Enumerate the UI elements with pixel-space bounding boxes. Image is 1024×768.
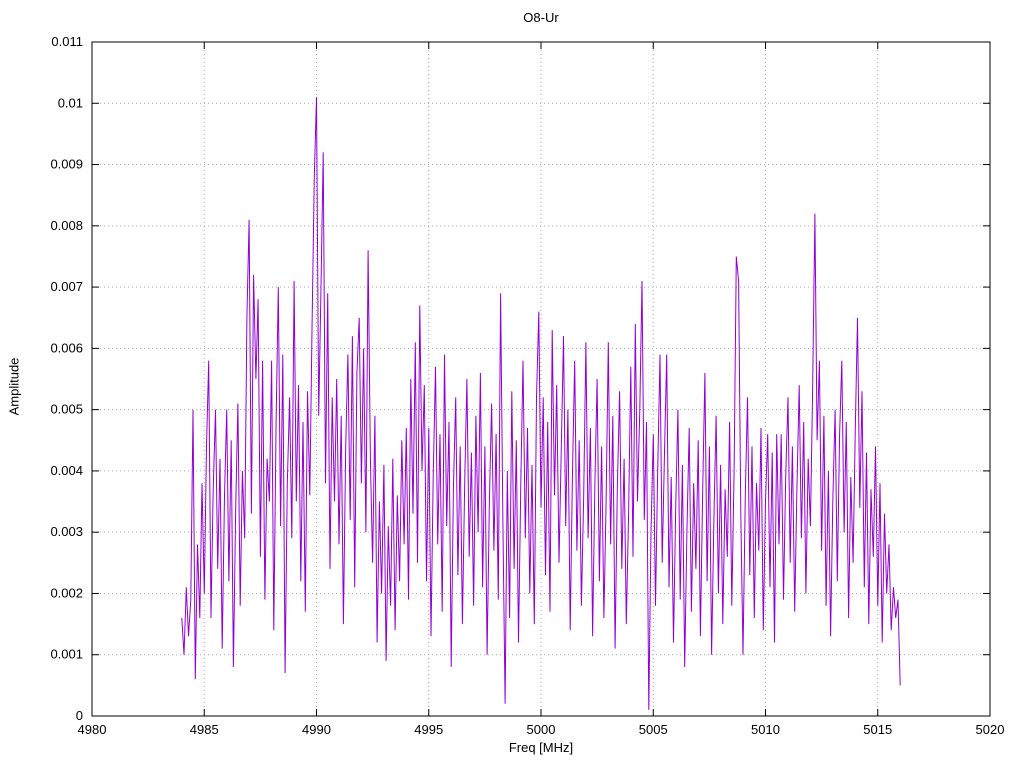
y-tick-label: 0.001: [50, 647, 83, 662]
spectrum-line: [181, 97, 901, 710]
y-tick-label: 0.004: [50, 463, 83, 478]
x-tick-label: 5000: [527, 722, 556, 737]
y-tick-label: 0.002: [50, 585, 83, 600]
y-tick-label: 0.006: [50, 340, 83, 355]
y-axis-label: Amplitude: [6, 357, 22, 416]
y-tick-label: 0.007: [50, 279, 83, 294]
x-tick-label: 5020: [976, 722, 1005, 737]
x-tick-label: 5015: [863, 722, 892, 737]
x-axis-label: Freq [MHz]: [508, 740, 574, 755]
y-tick-label: 0.011: [51, 34, 83, 49]
y-tick-label: 0.01: [58, 95, 83, 110]
x-tick-label: 5010: [751, 722, 780, 737]
y-tick-label: 0.003: [50, 524, 83, 539]
x-tick-label: 4980: [78, 722, 107, 737]
x-tick-label: 5005: [639, 722, 668, 737]
x-tick-label: 4995: [414, 722, 443, 737]
y-tick-label: 0: [76, 708, 83, 723]
y-tick-label: 0.008: [50, 218, 83, 233]
plot-border: [91, 41, 991, 717]
y-tick-label: 0.009: [50, 157, 83, 172]
chart-title: O8-Ur: [523, 10, 559, 25]
x-tick-label: 4990: [302, 722, 331, 737]
x-tick-label: 4985: [190, 722, 219, 737]
y-tick-label: 0.005: [50, 402, 83, 417]
